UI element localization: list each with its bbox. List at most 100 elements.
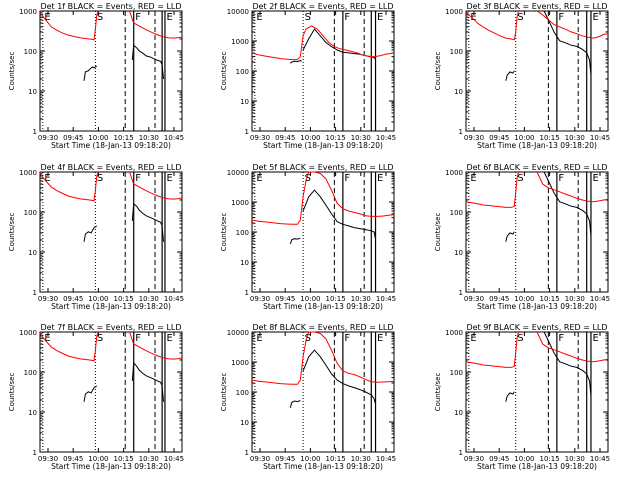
marker-label: S [97,173,103,184]
x-tick-label: 09:45 [489,134,509,142]
y-tick-label: 10 [28,409,37,417]
marker-label: S [97,333,103,344]
x-tick-label: 10:15 [540,134,560,142]
x-tick-label: 09:30 [38,295,58,303]
x-tick-label: 10:30 [139,295,159,303]
x-tick-label: 10:00 [88,134,108,142]
x-tick-label: 10:45 [376,134,396,142]
marker-label: E [256,12,262,23]
chart-title: Det 8f BLACK = Events, RED = LLD [252,323,393,332]
series-line-events [543,331,592,397]
x-tick-label: 09:30 [38,455,58,463]
y-tick-label: 100 [450,209,463,217]
x-tick-label: 10:15 [326,295,346,303]
marker-label: E [256,173,262,184]
marker-label: E [44,333,50,344]
series-line-events [505,231,515,242]
x-tick-label: 09:30 [250,134,270,142]
y-tick-label: 1 [459,289,463,297]
y-tick-label: 1 [245,289,249,297]
series-line-events [83,65,98,81]
y-tick-label: 10 [240,98,249,106]
series-line-lld [536,10,609,39]
marker-label: F [135,12,141,23]
x-tick-label: 10:30 [139,455,159,463]
y-tick-label: 100 [450,48,463,56]
chart-title: Det 5f BLACK = Events, RED = LLD [252,163,393,172]
x-tick-label: 09:30 [38,134,58,142]
y-tick-label: 10000 [227,8,249,16]
y-tick-label: 1 [245,128,249,136]
x-tick-label: 10:45 [590,134,610,142]
x-axis-label: Start Time (18-Jan-13 09:18:20) [477,462,597,471]
marker-label: E [166,333,172,344]
x-tick-label: 10:15 [114,295,134,303]
x-tick-label: 09:45 [63,455,83,463]
y-axis-label: Counts/sec [8,373,16,412]
plot-frame [39,171,183,293]
x-axis-label: Start Time (18-Jan-13 09:18:20) [263,141,383,150]
x-tick-label: 09:30 [464,134,484,142]
y-tick-label: 100 [450,369,463,377]
y-tick-label: 10 [454,409,463,417]
marker-label: E [592,173,598,184]
x-tick-label: 10:30 [351,455,371,463]
y-tick-label: 100 [236,229,249,237]
chart-panel-3: Det 3f BLACK = Events, RED = LLD 1 10 100 10… [434,2,610,150]
chart-title: Det 7f BLACK = Events, RED = LLD [40,323,181,332]
chart-panel-1: Det 1f BLACK = Events, RED = LLD 1 10 100 10… [8,2,184,150]
plot-frame [251,171,395,293]
marker-label: F [344,12,350,23]
chart-title: Det 1f BLACK = Events, RED = LLD [40,2,181,11]
x-tick-label: 09:45 [63,134,83,142]
x-tick-label: 09:30 [250,455,270,463]
chart-panel-6: Det 6f BLACK = Events, RED = LLD 1 10 100 10… [434,163,610,311]
marker-label: E [470,173,476,184]
x-tick-label: 10:45 [376,455,396,463]
y-axis-label: Counts/sec [220,213,228,252]
series-line-events [131,361,164,402]
y-tick-label: 1000 [231,38,249,46]
series-line-events [83,385,98,402]
y-tick-label: 1 [245,449,249,457]
series-line-events [289,60,302,64]
marker-label: S [517,333,523,344]
x-tick-label: 10:15 [326,134,346,142]
y-tick-label: 100 [24,209,37,217]
marker-label: E [377,333,383,344]
marker-label: E [166,12,172,23]
x-tick-label: 10:45 [590,455,610,463]
x-tick-label: 09:45 [63,295,83,303]
x-tick-label: 09:30 [464,455,484,463]
x-tick-label: 10:00 [88,295,108,303]
marker-label: E [377,173,383,184]
x-tick-label: 10:00 [300,134,320,142]
marker-label: E [256,333,262,344]
y-axis-label: Counts/sec [434,373,442,412]
x-axis-label: Start Time (18-Jan-13 09:18:20) [263,462,383,471]
y-tick-label: 1 [459,128,463,136]
y-tick-label: 10 [240,419,249,427]
x-tick-label: 10:30 [351,134,371,142]
marker-label: E [44,12,50,23]
marker-label: S [305,173,311,184]
y-tick-label: 1000 [445,329,463,337]
series-line-events [302,189,376,239]
series-line-lld [129,331,183,360]
series-line-lld [251,331,395,385]
y-tick-label: 1000 [19,8,37,16]
marker-label: F [558,333,564,344]
y-axis-label: Counts/sec [8,213,16,252]
x-tick-label: 10:45 [590,295,610,303]
y-tick-label: 100 [236,389,249,397]
marker-label: E [166,173,172,184]
y-tick-label: 10 [28,249,37,257]
series-line-lld [536,331,609,363]
x-tick-label: 09:30 [250,295,270,303]
x-axis-label: Start Time (18-Jan-13 09:18:20) [263,302,383,311]
x-tick-label: 10:30 [351,295,371,303]
x-tick-label: 09:45 [275,455,295,463]
marker-label: F [135,173,141,184]
series-line-events [83,225,98,242]
y-tick-label: 1 [459,449,463,457]
